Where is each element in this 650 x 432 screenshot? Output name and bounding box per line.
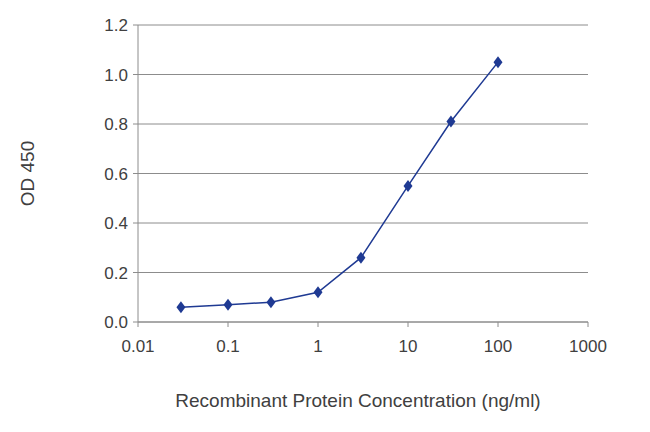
grid-line [138,272,588,273]
grid-line [138,124,588,125]
data-point [266,296,275,308]
y-tick-label: 0.0 [104,313,128,332]
grid-line [138,74,588,75]
y-tick-label: 0.8 [104,115,128,134]
data-point [494,56,503,68]
y-axis [138,25,139,322]
x-tick-label: 100 [484,337,512,356]
y-tick [133,322,138,323]
grid-line [138,25,588,26]
x-tick [408,322,409,327]
x-tick [498,322,499,327]
y-tick [133,74,138,75]
y-tick [133,124,138,125]
x-tick [588,322,589,327]
x-tick [318,322,319,327]
y-tick [133,223,138,224]
grid-line [138,223,588,224]
data-point [446,116,455,128]
y-tick-label: 1.0 [104,66,128,85]
data-point [404,180,413,192]
y-tick-label: 0.4 [104,214,128,233]
x-tick-label: 10 [399,337,418,356]
y-tick-label: 0.2 [104,264,128,283]
x-tick-label: 0.1 [216,337,240,356]
y-tick-label: 1.2 [104,16,128,35]
y-tick [133,173,138,174]
chart: 0.0 0.2 0.4 0.6 0.8 1.0 1.2 0.01 0.1 1 10 100 1000 Re… [0,0,650,432]
grid-line [138,322,588,323]
grid-line [138,173,588,174]
data-point [224,299,233,311]
x-axis-label: Recombinant Protein Concentration (ng/ml… [175,390,540,411]
y-axis-label: OD 450 [17,141,38,206]
chart-root: 0.0 0.2 0.4 0.6 0.8 1.0 1.2 0.01 0.1 1 10 100 1000 Re… [0,0,650,432]
x-tick-label: 1000 [569,337,607,356]
data-point [356,252,365,264]
data-point [176,301,185,313]
x-tick [138,322,139,327]
data-line [181,62,498,307]
y-tick-label: 0.6 [104,165,128,184]
x-axis [138,322,588,323]
x-tick [228,322,229,327]
plot-group [176,56,502,313]
data-point [314,286,323,298]
y-tick [133,272,138,273]
y-tick [133,25,138,26]
x-tick-label: 1 [313,337,322,356]
x-tick-label: 0.01 [121,337,154,356]
